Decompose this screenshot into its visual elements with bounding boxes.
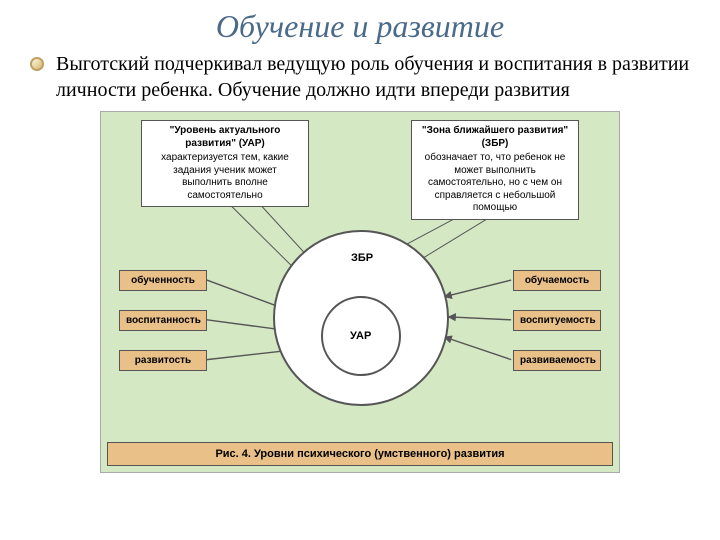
diagram-container: "Уровень актуального развития" (УАР) хар… bbox=[100, 111, 620, 473]
figure-caption: Рис. 4. Уровни психического (умственного… bbox=[107, 442, 613, 466]
right-definition-box: "Зона ближайшего развития" (ЗБР) обознач… bbox=[411, 120, 579, 220]
bullet-icon bbox=[30, 57, 44, 71]
left-def-body: характеризуется тем, какие задания учени… bbox=[161, 152, 289, 201]
body-paragraph: Выготский подчеркивал ведущую роль обуче… bbox=[56, 51, 690, 103]
right-tag-1: воспитуемость bbox=[513, 310, 601, 331]
left-tag-1: воспитанность bbox=[119, 310, 207, 331]
right-def-body: обозначает то, что ребенок не может выпо… bbox=[425, 152, 566, 213]
inner-circle-label: УАР bbox=[350, 330, 371, 342]
slide-title: Обучение и развитие bbox=[0, 0, 720, 45]
left-definition-box: "Уровень актуального развития" (УАР) хар… bbox=[141, 120, 309, 207]
right-tag-0: обучаемость bbox=[513, 270, 601, 291]
left-tag-0: обученность bbox=[119, 270, 207, 291]
right-def-header: "Зона ближайшего развития" (ЗБР) bbox=[418, 125, 572, 150]
left-tag-2: развитость bbox=[119, 350, 207, 371]
bullet-row: Выготский подчеркивал ведущую роль обуче… bbox=[0, 45, 720, 107]
right-tag-2: развиваемость bbox=[513, 350, 601, 371]
outer-circle-label: ЗБР bbox=[351, 252, 373, 264]
left-def-header: "Уровень актуального развития" (УАР) bbox=[148, 125, 302, 150]
